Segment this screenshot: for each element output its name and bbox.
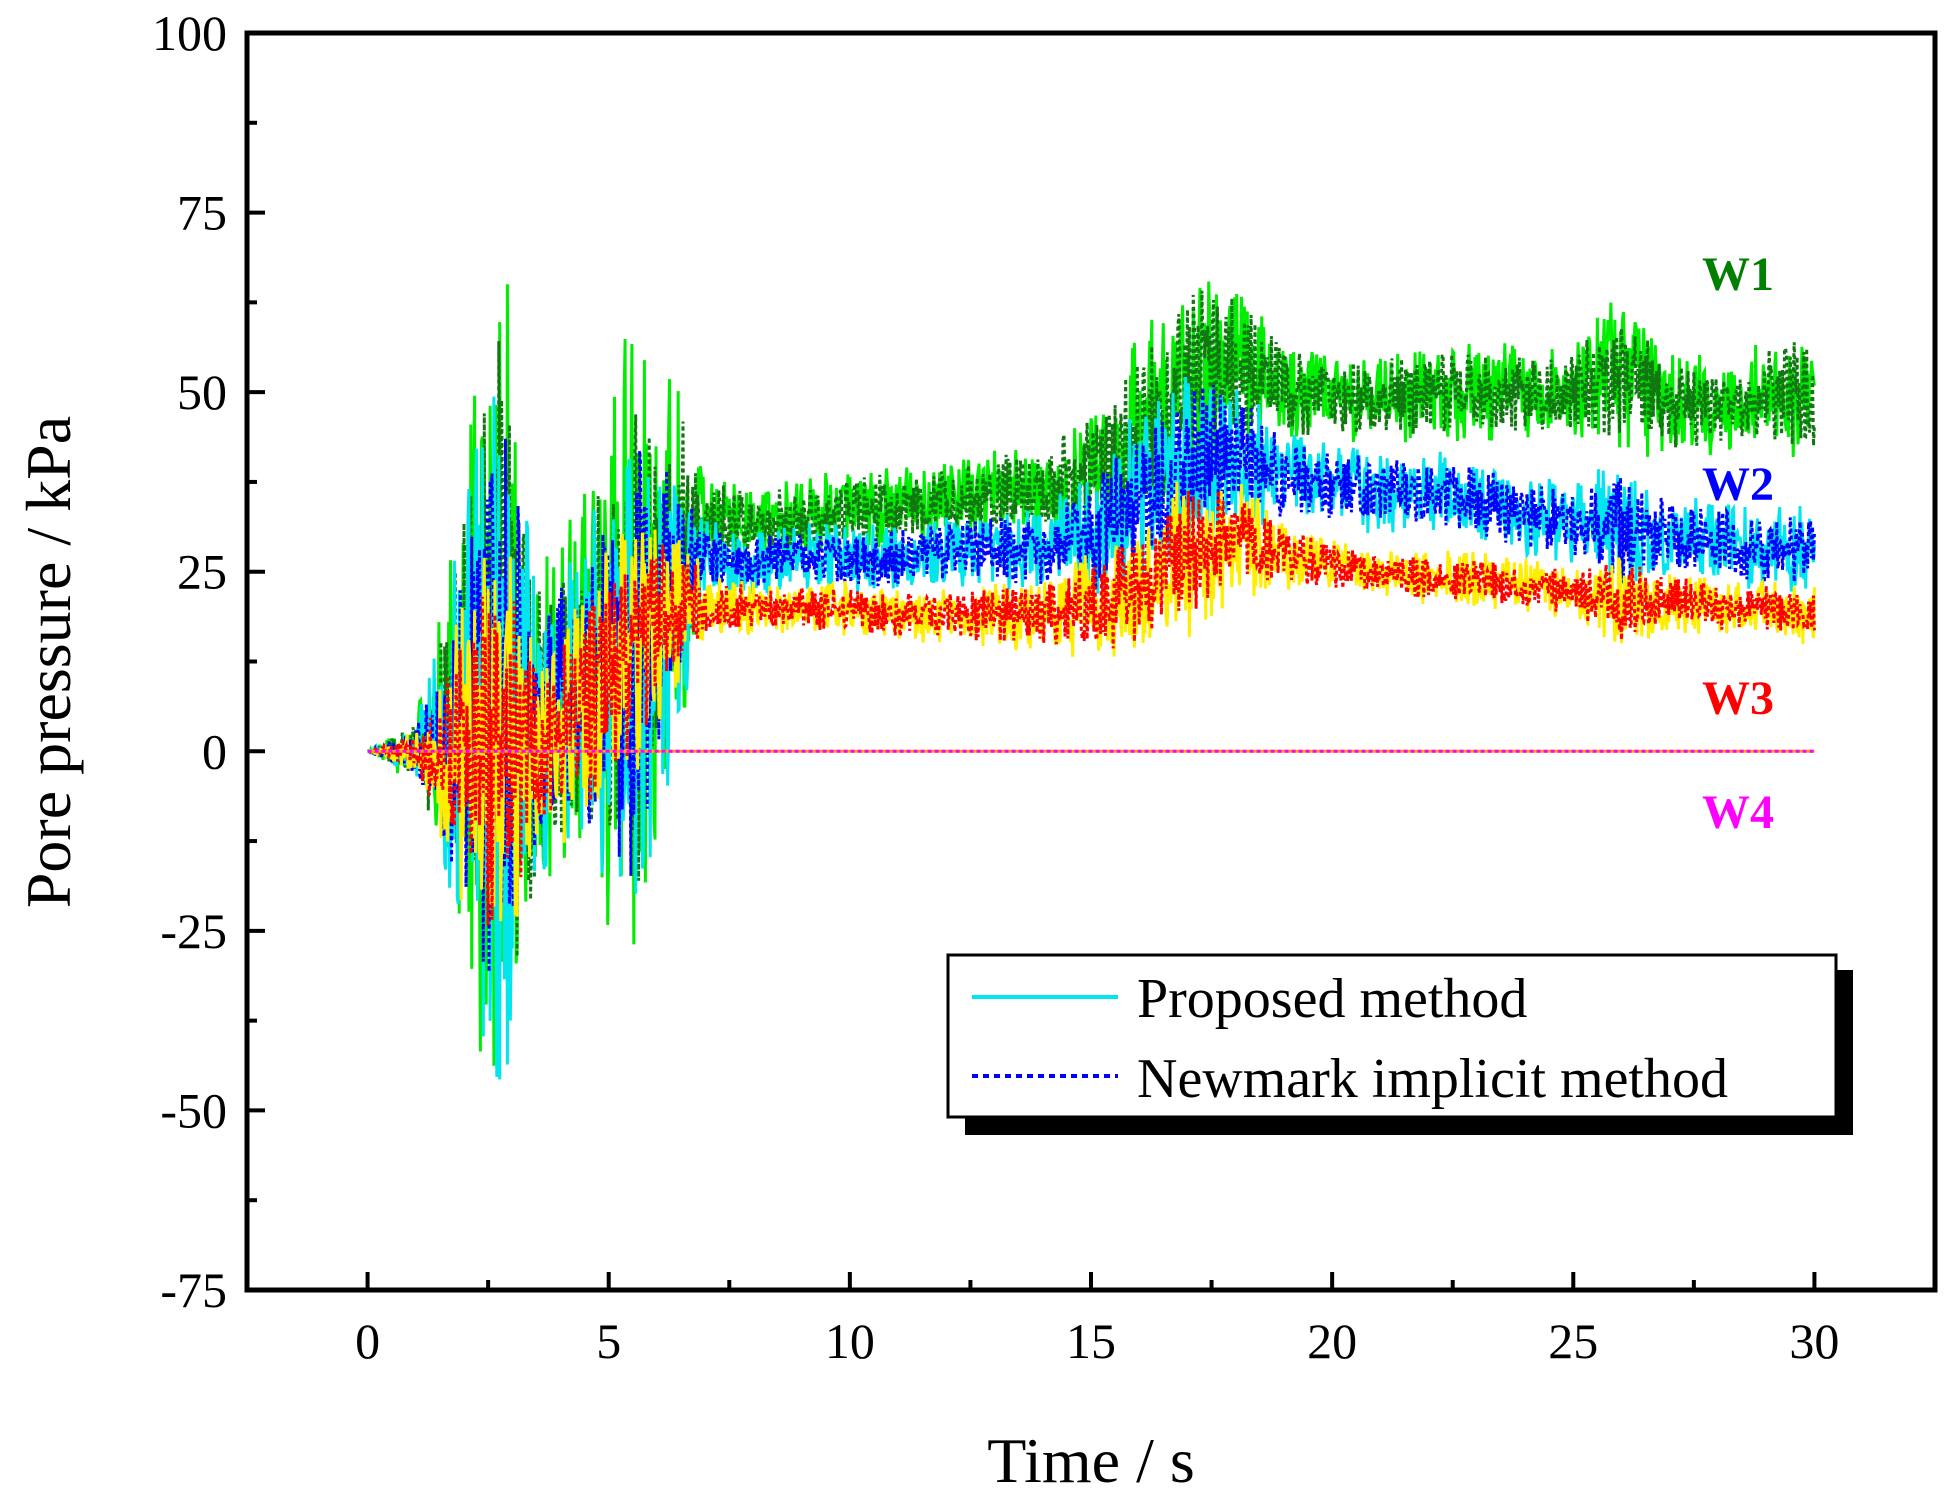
series-label-w1: W1 — [1702, 248, 1774, 301]
y-tick-label: 0 — [202, 723, 227, 779]
x-tick-label: 25 — [1548, 1313, 1598, 1369]
legend-label-proposed: Proposed method — [1137, 968, 1527, 1030]
legend: Proposed method Newmark implicit method — [946, 953, 1853, 1135]
series-w3-newmark — [367, 490, 1816, 926]
x-tick-label: 5 — [596, 1313, 621, 1369]
x-axis-title: Time / s — [987, 1425, 1195, 1496]
series-label-w4: W4 — [1702, 786, 1774, 839]
x-axis-ticks: 0 5 10 15 20 25 30 — [355, 1272, 1839, 1369]
x-tick-label: 0 — [355, 1313, 380, 1369]
y-tick-label: -25 — [160, 903, 227, 959]
y-tick-label: 75 — [177, 185, 227, 241]
y-tick-label: -50 — [160, 1082, 227, 1138]
legend-label-newmark: Newmark implicit method — [1137, 1048, 1728, 1110]
series-label-w3: W3 — [1702, 672, 1774, 725]
series-label-w2: W2 — [1702, 458, 1774, 511]
x-tick-label: 30 — [1789, 1313, 1839, 1369]
x-tick-label: 15 — [1066, 1313, 1116, 1369]
x-tick-label: 20 — [1307, 1313, 1357, 1369]
series-w2-newmark — [367, 385, 1816, 972]
y-tick-label: 100 — [152, 5, 227, 61]
x-tick-label: 10 — [825, 1313, 875, 1369]
y-tick-label: 50 — [177, 364, 227, 420]
y-axis-title: Pore pressure / kPa — [13, 416, 84, 908]
series-w1-proposed — [367, 281, 1816, 1066]
y-tick-label: 25 — [177, 544, 227, 600]
series-traces — [366, 281, 1816, 1080]
y-tick-label: -75 — [160, 1262, 227, 1318]
legend-box — [946, 953, 1838, 1119]
y-axis-ticks: -75 -50 -25 0 25 50 75 100 — [152, 5, 265, 1318]
